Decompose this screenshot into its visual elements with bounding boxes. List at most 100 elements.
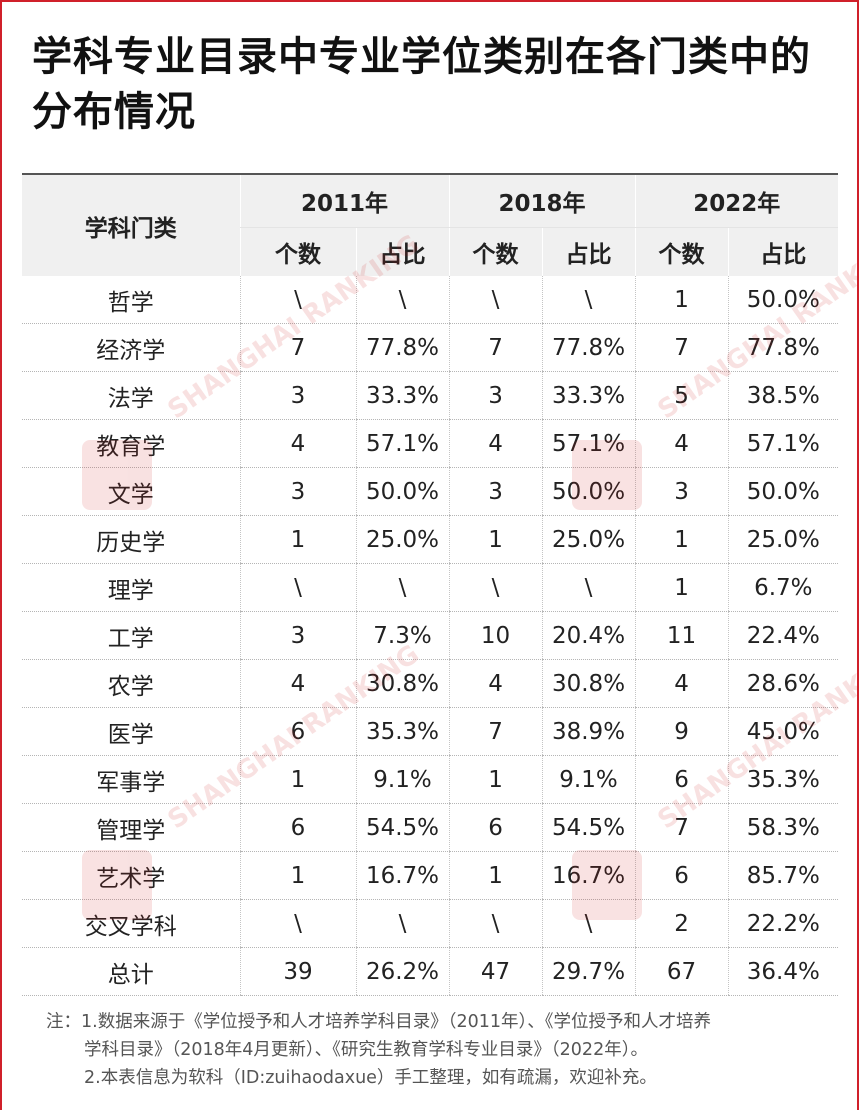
count-2011: 1 bbox=[239, 851, 356, 900]
count-2018: 4 bbox=[448, 659, 543, 708]
table-row: 医学 6 35.3% 7 38.9% 9 45.0% bbox=[22, 707, 839, 756]
ratio-2018: 57.1% bbox=[541, 419, 636, 468]
count-2022: 1 bbox=[634, 563, 729, 612]
table-row: 农学 4 30.8% 4 30.8% 4 28.6% bbox=[22, 659, 839, 708]
row-category: 法学 bbox=[22, 371, 240, 420]
subheader-count: 个数 bbox=[239, 227, 356, 276]
ratio-2022: 50.0% bbox=[727, 276, 839, 324]
count-2022: 5 bbox=[634, 371, 729, 420]
count-2011: 6 bbox=[239, 707, 356, 756]
ratio-2011: \ bbox=[355, 563, 450, 612]
ratio-2022: 25.0% bbox=[727, 515, 839, 564]
count-2022: 11 bbox=[634, 611, 729, 660]
ratio-2022: 50.0% bbox=[727, 467, 839, 516]
ratio-2011: 33.3% bbox=[355, 371, 450, 420]
count-2011: 7 bbox=[239, 323, 356, 372]
count-2022: 9 bbox=[634, 707, 729, 756]
footnote-line: 2.本表信息为软科（ID:zuihaodaxue）手工整理，如有疏漏，欢迎补充。 bbox=[84, 1068, 657, 1088]
ratio-2018: 16.7% bbox=[541, 851, 636, 900]
ratio-2011: \ bbox=[355, 276, 450, 324]
count-2011: 4 bbox=[239, 659, 356, 708]
table-row: 总计 39 26.2% 47 29.7% 67 36.4% bbox=[22, 947, 839, 996]
subheader-count: 个数 bbox=[448, 227, 543, 276]
count-2018: 1 bbox=[448, 851, 543, 900]
table-row: 历史学 1 25.0% 1 25.0% 1 25.0% bbox=[22, 515, 839, 564]
ratio-2011: 25.0% bbox=[355, 515, 450, 564]
count-2011: 3 bbox=[239, 611, 356, 660]
row-category: 理学 bbox=[22, 563, 240, 612]
ratio-2022: 38.5% bbox=[727, 371, 839, 420]
ratio-2018: 30.8% bbox=[541, 659, 636, 708]
count-2018: \ bbox=[448, 276, 543, 324]
header-year-2018: 2018年 bbox=[448, 174, 636, 228]
row-category: 交叉学科 bbox=[22, 899, 240, 948]
row-category: 总计 bbox=[22, 947, 240, 996]
table-row: 哲学 \ \ \ \ 1 50.0% bbox=[22, 276, 839, 324]
header-year-2022: 2022年 bbox=[634, 174, 839, 228]
ratio-2022: 57.1% bbox=[727, 419, 839, 468]
table-row: 文学 3 50.0% 3 50.0% 3 50.0% bbox=[22, 467, 839, 516]
ratio-2022: 45.0% bbox=[727, 707, 839, 756]
footnote: 注：1.数据来源于《学位授予和人才培养学科目录》（2011年）、《学位授予和人才… bbox=[46, 1008, 836, 1092]
ratio-2018: 77.8% bbox=[541, 323, 636, 372]
ratio-2011: 7.3% bbox=[355, 611, 450, 660]
count-2018: 10 bbox=[448, 611, 543, 660]
ratio-2011: \ bbox=[355, 899, 450, 948]
count-2011: 3 bbox=[239, 467, 356, 516]
ratio-2011: 77.8% bbox=[355, 323, 450, 372]
count-2011: 4 bbox=[239, 419, 356, 468]
ratio-2022: 36.4% bbox=[727, 947, 839, 996]
ratio-2022: 85.7% bbox=[727, 851, 839, 900]
table-row: 管理学 6 54.5% 6 54.5% 7 58.3% bbox=[22, 803, 839, 852]
ratio-2011: 16.7% bbox=[355, 851, 450, 900]
ratio-2018: 20.4% bbox=[541, 611, 636, 660]
page-title: 学科专业目录中专业学位类别在各门类中的分布情况 bbox=[32, 34, 811, 135]
count-2011: 39 bbox=[239, 947, 356, 996]
count-2018: 4 bbox=[448, 419, 543, 468]
count-2022: 6 bbox=[634, 755, 729, 804]
ratio-2011: 54.5% bbox=[355, 803, 450, 852]
subheader-ratio: 占比 bbox=[727, 227, 839, 276]
count-2022: 6 bbox=[634, 851, 729, 900]
count-2018: \ bbox=[448, 899, 543, 948]
count-2022: 1 bbox=[634, 276, 729, 324]
ratio-2022: 58.3% bbox=[727, 803, 839, 852]
count-2011: 1 bbox=[239, 755, 356, 804]
table-row: 经济学 7 77.8% 7 77.8% 7 77.8% bbox=[22, 323, 839, 372]
ratio-2022: 6.7% bbox=[727, 563, 839, 612]
row-category: 艺术学 bbox=[22, 851, 240, 900]
ratio-2018: 50.0% bbox=[541, 467, 636, 516]
ratio-2018: 33.3% bbox=[541, 371, 636, 420]
table-row: 教育学 4 57.1% 4 57.1% 4 57.1% bbox=[22, 419, 839, 468]
row-category: 教育学 bbox=[22, 419, 240, 468]
count-2022: 2 bbox=[634, 899, 729, 948]
count-2011: 3 bbox=[239, 371, 356, 420]
ratio-2022: 22.2% bbox=[727, 899, 839, 948]
count-2022: 4 bbox=[634, 659, 729, 708]
subheader-count: 个数 bbox=[634, 227, 729, 276]
count-2011: \ bbox=[239, 563, 356, 612]
count-2018: 3 bbox=[448, 371, 543, 420]
table-row: 工学 3 7.3% 10 20.4% 11 22.4% bbox=[22, 611, 839, 660]
count-2022: 1 bbox=[634, 515, 729, 564]
header-year-2011: 2011年 bbox=[239, 174, 450, 228]
count-2022: 67 bbox=[634, 947, 729, 996]
ratio-2018: 9.1% bbox=[541, 755, 636, 804]
ratio-2018: \ bbox=[541, 563, 636, 612]
count-2022: 7 bbox=[634, 803, 729, 852]
footnote-line: 注：1.数据来源于《学位授予和人才培养学科目录》（2011年）、《学位授予和人才… bbox=[46, 1012, 711, 1032]
ratio-2011: 35.3% bbox=[355, 707, 450, 756]
ratio-2011: 50.0% bbox=[355, 467, 450, 516]
subheader-ratio: 占比 bbox=[355, 227, 450, 276]
count-2018: 7 bbox=[448, 707, 543, 756]
count-2018: 47 bbox=[448, 947, 543, 996]
ratio-2011: 30.8% bbox=[355, 659, 450, 708]
row-category: 医学 bbox=[22, 707, 240, 756]
ratio-2011: 57.1% bbox=[355, 419, 450, 468]
ratio-2018: 38.9% bbox=[541, 707, 636, 756]
count-2011: \ bbox=[239, 899, 356, 948]
ratio-2018: 29.7% bbox=[541, 947, 636, 996]
ratio-2011: 26.2% bbox=[355, 947, 450, 996]
ratio-2018: \ bbox=[541, 276, 636, 324]
count-2018: 3 bbox=[448, 467, 543, 516]
